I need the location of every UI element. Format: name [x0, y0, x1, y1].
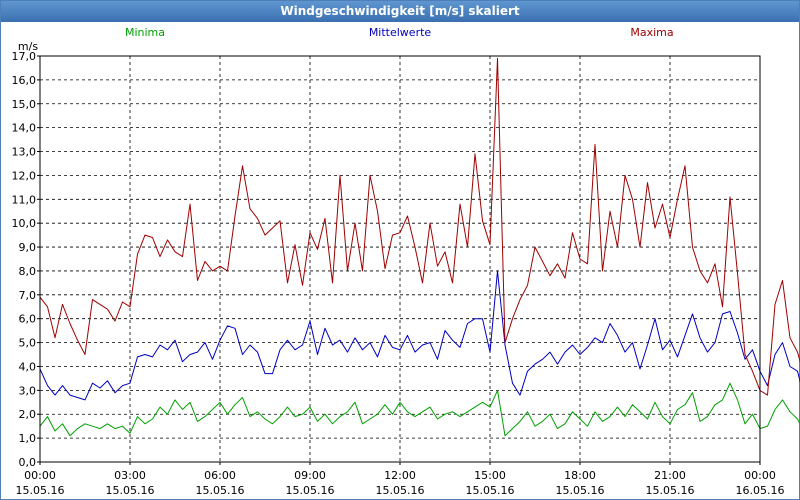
- y-tick-label: 16,0: [12, 74, 37, 87]
- x-tick-time: 00:00: [744, 469, 776, 482]
- x-tick-time: 09:00: [294, 469, 326, 482]
- y-tick-label: 14,0: [12, 122, 37, 135]
- y-tick-label: 15,0: [12, 98, 37, 111]
- window-title: Windgeschwindigkeit [m/s] skaliert: [1, 1, 799, 22]
- y-tick-label: 3,0: [19, 384, 37, 397]
- x-tick-date: 15.05.16: [106, 484, 155, 497]
- x-tick-date: 15.05.16: [466, 484, 515, 497]
- grid: [40, 55, 760, 462]
- x-tick-date: 15.05.16: [646, 484, 695, 497]
- y-axis-label: m/s: [18, 40, 38, 53]
- y-tick-label: 7,0: [19, 289, 37, 302]
- y-tick-label: 4,0: [19, 360, 37, 373]
- series-line-max: [39, 57, 800, 396]
- x-tick-time: 00:00: [24, 469, 56, 482]
- legend-maxima: Maxima: [630, 26, 673, 39]
- y-tick-label: 6,0: [19, 313, 37, 326]
- series-lines: [39, 57, 800, 437]
- y-axis-ticks: 0,0 1,0 2,0 3,0 4,0 5,0 6,0 7,0 8,0 9,0 10,0 11,0 12…: [12, 50, 40, 469]
- y-tick-label: 17,0: [12, 50, 37, 63]
- plot-frame: [39, 55, 761, 463]
- y-tick-label: 11,0: [12, 193, 37, 206]
- x-tick-date: 15.05.16: [556, 484, 605, 497]
- series-line-min: [39, 382, 800, 437]
- x-tick-date: 16.05.16: [736, 484, 785, 497]
- x-tick-date: 15.05.16: [196, 484, 245, 497]
- x-tick-date: 15.05.16: [16, 484, 65, 497]
- legend-minima: Minima: [125, 26, 165, 39]
- x-tick-date: 15.05.16: [376, 484, 425, 497]
- x-tick-time: 18:00: [564, 469, 596, 482]
- x-tick-time: 03:00: [114, 469, 146, 482]
- x-tick-time: 06:00: [204, 469, 236, 482]
- y-tick-label: 13,0: [12, 146, 37, 159]
- y-tick-label: 1,0: [19, 432, 37, 445]
- series-line-mean: [39, 270, 800, 401]
- x-axis-ticks: 00:00 15.05.16 03:00 15.05.16 06:00 15.05.16 0…: [16, 462, 785, 497]
- y-tick-label: 10,0: [12, 217, 37, 230]
- y-tick-label: 0,0: [19, 456, 37, 469]
- y-tick-label: 12,0: [12, 169, 37, 182]
- x-tick-date: 15.05.16: [286, 484, 335, 497]
- y-tick-label: 5,0: [19, 337, 37, 350]
- y-tick-label: 2,0: [19, 408, 37, 421]
- x-tick-time: 15:00: [474, 469, 506, 482]
- legend-mittelwerte: Mittelwerte: [369, 26, 432, 39]
- y-tick-label: 8,0: [19, 265, 37, 278]
- y-tick-label: 9,0: [19, 241, 37, 254]
- x-tick-time: 12:00: [384, 469, 416, 482]
- x-tick-time: 21:00: [654, 469, 686, 482]
